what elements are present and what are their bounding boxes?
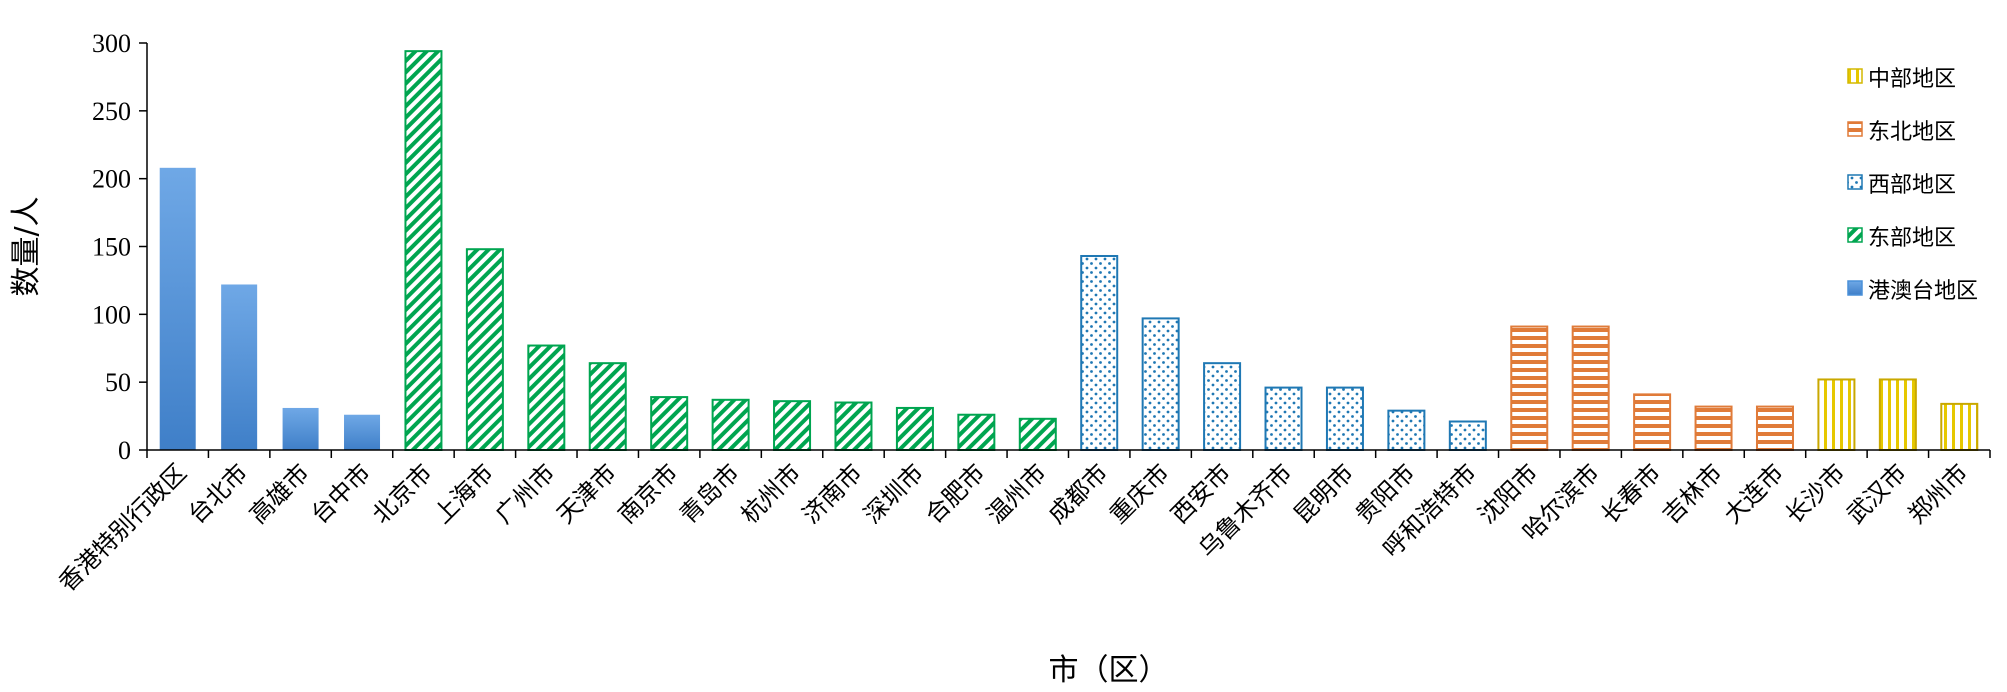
bar-吉林市 (1694, 405, 1733, 452)
bar-武汉市 (1878, 378, 1917, 452)
bar-深圳市 (895, 406, 934, 451)
y-axis-ticks: 0 50 100 150 200 250 300 (92, 29, 1991, 465)
x-tick-label: 北京市 (367, 458, 438, 529)
bar-上海市 (465, 248, 504, 451)
x-tick-label: 高雄市 (244, 458, 315, 529)
bar-南京市 (650, 396, 689, 451)
legend-label: 西部地区 (1868, 173, 1956, 198)
bar-北京市 (404, 50, 443, 451)
x-tick-label: 深圳市 (858, 458, 929, 529)
y-tick-label: 50 (105, 368, 131, 397)
bar-成都市 (1080, 254, 1119, 451)
x-tick-label: 昆明市 (1288, 458, 1359, 529)
x-tick-label: 武汉市 (1841, 458, 1912, 529)
x-tick-label: 郑州市 (1903, 458, 1974, 529)
legend-label: 东北地区 (1868, 120, 1956, 145)
bar-高雄市 (282, 407, 319, 450)
y-tick-label: 200 (92, 165, 131, 194)
y-tick-label: 150 (92, 233, 131, 262)
bar-香港特别行政区 (159, 167, 196, 450)
legend-label: 东部地区 (1868, 226, 1956, 251)
y-tick-label: 250 (92, 97, 131, 126)
bar-台北市 (221, 284, 258, 450)
bar-哈尔滨市 (1571, 325, 1610, 451)
bar-西安市 (1203, 362, 1242, 452)
x-axis-title: 市（区） (1049, 653, 1169, 688)
x-tick-label: 大连市 (1719, 458, 1790, 529)
x-tick-label: 长沙市 (1780, 458, 1851, 529)
bar-天津市 (588, 362, 627, 452)
bars (159, 50, 1979, 452)
x-tick-label: 吉林市 (1657, 458, 1728, 529)
legend-swatch (1847, 68, 1863, 84)
bar-广州市 (527, 344, 566, 451)
x-tick-label: 温州市 (981, 458, 1052, 529)
legend-swatch (1847, 227, 1863, 243)
bar-台中市 (344, 414, 381, 450)
bar-乌鲁木齐市 (1264, 386, 1303, 451)
bar-长沙市 (1817, 378, 1856, 452)
bar-长春市 (1633, 393, 1672, 452)
bar-济南市 (834, 401, 873, 451)
x-tick-label: 重庆市 (1104, 458, 1175, 529)
y-axis-title: 数量/人 (9, 196, 44, 296)
x-tick-label: 南京市 (613, 458, 684, 529)
bar-重庆市 (1141, 317, 1180, 451)
x-axis-tick-labels: 香港特别行政区台北市高雄市台中市北京市上海市广州市天津市南京市青岛市杭州市济南市… (53, 458, 1973, 597)
x-tick-label: 长春市 (1596, 458, 1667, 529)
x-tick-label: 香港特别行政区 (53, 458, 192, 597)
bar-杭州市 (773, 400, 812, 452)
legend-label: 中部地区 (1868, 67, 1956, 92)
legend-swatch (1847, 121, 1863, 137)
x-tick-label: 青岛市 (674, 458, 745, 529)
x-tick-label: 广州市 (490, 458, 561, 529)
bar-温州市 (1018, 417, 1057, 451)
bar-沈阳市 (1510, 325, 1549, 451)
x-tick-label: 杭州市 (736, 458, 807, 529)
bar-贵阳市 (1387, 409, 1426, 452)
bar-呼和浩特市 (1448, 420, 1487, 452)
bar-郑州市 (1940, 402, 1979, 451)
x-tick-label: 成都市 (1043, 458, 1114, 529)
bar-昆明市 (1325, 386, 1364, 451)
x-tick-label: 上海市 (428, 458, 499, 529)
x-tick-label: 台北市 (183, 458, 254, 529)
x-tick-label: 合肥市 (920, 458, 991, 529)
y-tick-label: 300 (92, 29, 131, 58)
y-tick-label: 0 (118, 436, 131, 465)
bar-合肥市 (957, 413, 996, 451)
x-tick-label: 台中市 (306, 458, 377, 529)
bar-大连市 (1755, 405, 1794, 452)
legend-label: 港澳台地区 (1868, 279, 1978, 304)
x-tick-label: 济南市 (797, 458, 868, 529)
y-tick-label: 100 (92, 300, 131, 329)
x-tick-label: 天津市 (551, 458, 622, 529)
legend-swatch (1847, 174, 1863, 190)
legend-swatch (1847, 280, 1863, 296)
bar-青岛市 (711, 398, 750, 452)
